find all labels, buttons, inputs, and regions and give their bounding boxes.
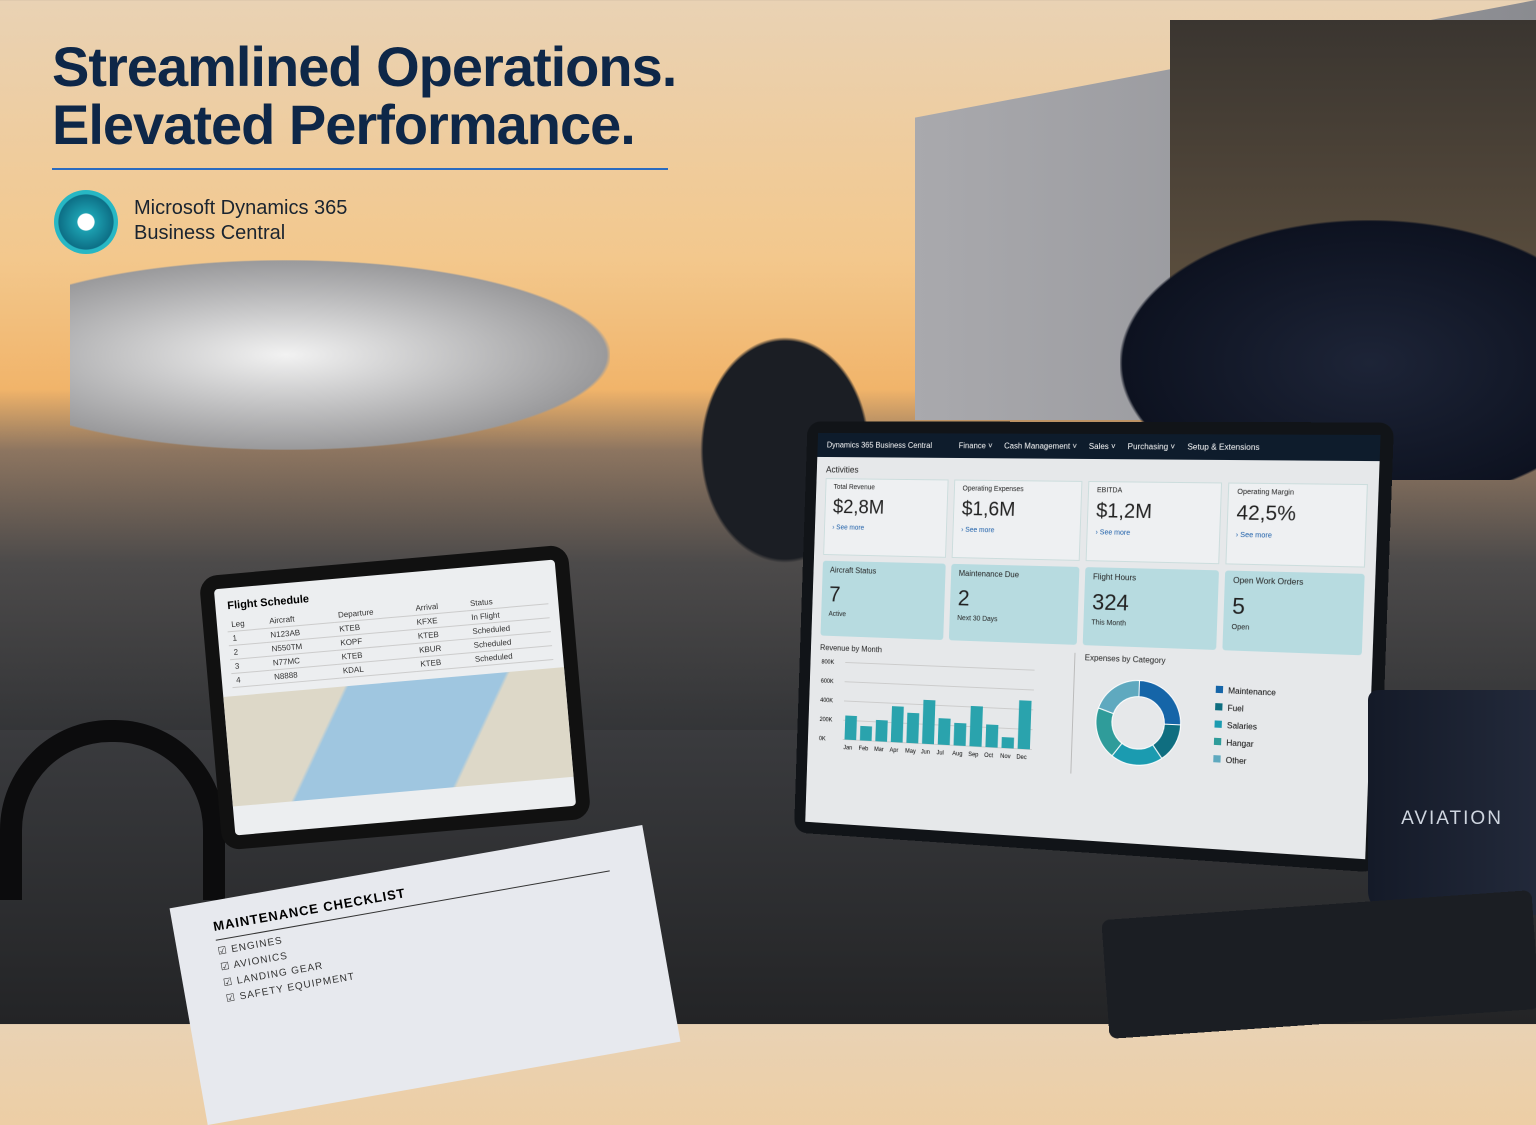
donut-slice: [1111, 743, 1161, 767]
kpi-label: Operating Expenses: [962, 485, 1024, 494]
expenses-donut-chart: Maintenance Fuel Salaries Hangar Other: [1081, 662, 1276, 787]
tablet: Flight Schedule Leg Aircraft Departure Arri…: [198, 544, 592, 851]
revenue-bar: [906, 712, 920, 744]
x-tick-label: Mar: [874, 747, 884, 753]
legend-swatch: [1213, 737, 1221, 746]
tile-label: Open Work Orders: [1232, 575, 1304, 587]
tile-label: Aircraft Status: [829, 565, 877, 576]
revenue-bar: [1001, 737, 1015, 749]
kpi-card: EBITDA $1,2M › See more: [1085, 480, 1223, 565]
x-tick-label: Jun: [921, 749, 930, 756]
kpi-label: Operating Margin: [1237, 488, 1295, 497]
dashboard: Dynamics 365 Business Central Finance ˅ Ca…: [805, 432, 1381, 860]
nav-item[interactable]: Finance ˅: [958, 441, 993, 451]
kpi-label: Total Revenue: [833, 483, 875, 492]
see-more-link[interactable]: › See more: [832, 524, 865, 532]
legend-label: Salaries: [1226, 721, 1256, 732]
section-title: Activities: [825, 464, 859, 475]
kpi-value: $1,2M: [1095, 500, 1153, 524]
legend-swatch: [1213, 720, 1222, 728]
activity-tile[interactable]: Maintenance Due 2 Next 30 Days: [948, 563, 1080, 645]
y-tick-label: 200K: [819, 717, 832, 724]
tile-sub: Next 30 Days: [957, 615, 998, 624]
table-cell: 4: [231, 670, 271, 688]
y-tick-label: 0K: [819, 736, 826, 742]
x-tick-label: Jan: [843, 745, 852, 751]
x-tick-label: Oct: [984, 753, 994, 760]
legend-swatch: [1214, 703, 1223, 711]
revenue-bar: [953, 722, 967, 746]
kpi-card: Total Revenue $2,8M › See more: [823, 478, 949, 558]
laptop: Dynamics 365 Business Central Finance ˅ Ca…: [793, 421, 1395, 873]
divider: [52, 168, 668, 170]
kpi-card: Operating Expenses $1,6M › See more: [951, 479, 1083, 561]
gridline: [844, 701, 1033, 710]
activity-tile[interactable]: Aircraft Status 7 Active: [820, 560, 946, 641]
revenue-bar-chart: 0K 200K 400K 600K 800K Jan Feb Mar Apr May Jun Jul A…: [819, 659, 1046, 762]
see-more-link[interactable]: › See more: [1095, 529, 1131, 537]
revenue-bar: [1017, 700, 1032, 750]
donut-slice: [1098, 679, 1139, 715]
revenue-bar: [969, 705, 983, 747]
y-tick-label: 400K: [820, 698, 833, 705]
legend-label: Maintenance: [1227, 686, 1275, 698]
y-tick-label: 800K: [821, 659, 834, 665]
kpi-value: $1,6M: [961, 498, 1016, 521]
revenue-bar: [985, 724, 999, 748]
dynamics-logo-icon: [54, 190, 118, 254]
x-tick-label: May: [905, 748, 916, 755]
donut-slice: [1094, 708, 1122, 756]
aviation-mug: AVIATION: [1368, 690, 1536, 915]
revenue-bar: [922, 699, 936, 745]
tile-value: 2: [957, 585, 971, 611]
revenue-bar: [937, 718, 951, 746]
see-more-link[interactable]: › See more: [1235, 531, 1273, 540]
tile-value: 324: [1091, 589, 1130, 616]
tile-label: Maintenance Due: [958, 568, 1020, 580]
top-nav: Dynamics 365 Business Central Finance ˅ Ca…: [817, 432, 1381, 462]
tile-sub: Open: [1231, 623, 1250, 632]
revenue-bar: [844, 715, 857, 741]
x-tick-label: Apr: [889, 748, 898, 754]
revenue-bar: [890, 706, 904, 743]
activity-tile[interactable]: Flight Hours 324 This Month: [1082, 567, 1219, 650]
legend-swatch: [1212, 755, 1221, 763]
legend-label: Hangar: [1226, 738, 1254, 749]
kpi-card: Operating Margin 42,5% › See more: [1225, 482, 1368, 568]
gridline: [845, 682, 1034, 690]
nav-item[interactable]: Setup & Extensions: [1187, 442, 1260, 452]
tile-sub: This Month: [1091, 619, 1127, 628]
tile-value: 5: [1231, 593, 1246, 620]
x-tick-label: Jul: [936, 750, 943, 756]
kpi-value: 42,5%: [1236, 502, 1297, 526]
x-tick-label: Feb: [859, 746, 869, 752]
headline: Streamlined Operations. Elevated Performa…: [52, 35, 677, 156]
y-tick-label: 600K: [821, 679, 834, 685]
activity-tile[interactable]: Open Work Orders 5 Open: [1222, 570, 1365, 656]
nav-item[interactable]: Sales ˅: [1088, 441, 1116, 452]
legend-label: Fuel: [1227, 703, 1244, 713]
tile-value: 7: [828, 582, 841, 607]
kpi-value: $2,8M: [832, 496, 885, 519]
revenue-bar: [859, 725, 873, 741]
brand-name: Microsoft Dynamics 365 Business Central: [134, 197, 348, 244]
flight-map: [223, 667, 574, 807]
nav-item[interactable]: Cash Management ˅: [1003, 441, 1078, 451]
kpi-label: EBITDA: [1096, 487, 1123, 495]
tile-label: Flight Hours: [1092, 572, 1137, 583]
app-title: Dynamics 365 Business Central: [826, 440, 933, 450]
x-tick-label: Nov: [1000, 754, 1011, 761]
donut-slice: [1138, 680, 1182, 724]
x-tick-label: Sep: [968, 752, 978, 759]
nav-item[interactable]: Purchasing ˅: [1127, 442, 1176, 452]
legend-label: Other: [1225, 756, 1247, 767]
x-tick-label: Aug: [952, 751, 962, 758]
tile-sub: Active: [828, 610, 847, 619]
x-tick-label: Dec: [1016, 755, 1027, 762]
legend-swatch: [1215, 685, 1223, 694]
gridline: [845, 662, 1034, 670]
see-more-link[interactable]: › See more: [961, 526, 995, 535]
private-jet: [70, 260, 610, 450]
revenue-bar: [875, 719, 888, 742]
